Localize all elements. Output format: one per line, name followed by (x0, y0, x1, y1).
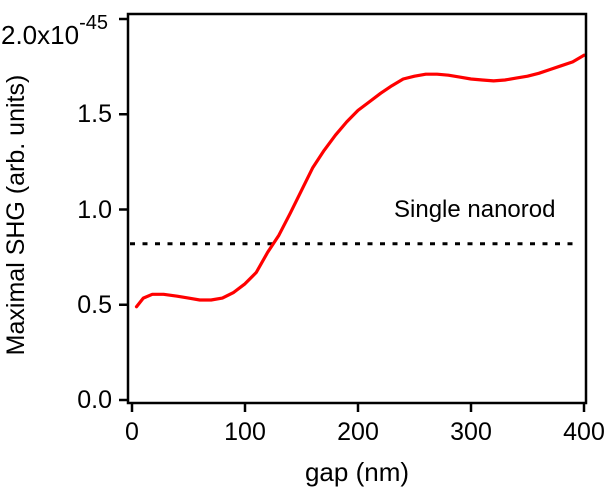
x-tick-label: 100 (224, 418, 266, 446)
x-tick-label: 200 (337, 418, 379, 446)
y-tick-label: 1.0 (77, 195, 112, 224)
y-axis-title: Maximal SHG (arb. units) (2, 74, 30, 356)
shg-curve (134, 53, 586, 309)
x-axis-title: gap (nm) (304, 457, 410, 487)
exponent-power: -45 (79, 12, 108, 34)
exponent-mantissa: 2.0x10 (1, 20, 80, 50)
x-tick-label: 0 (125, 418, 139, 446)
annotation-single-nanorod: Single nanorod (394, 196, 556, 223)
y-tick-label: 1.5 (77, 100, 112, 129)
y-tick-label: 0.0 (77, 386, 112, 414)
x-tick-label: 400 (563, 418, 605, 446)
y-tick-label: 0.5 (77, 290, 112, 319)
y-axis-top-tick-label: 2.0x10-45 (1, 12, 108, 50)
x-tick-label: 300 (450, 418, 492, 446)
